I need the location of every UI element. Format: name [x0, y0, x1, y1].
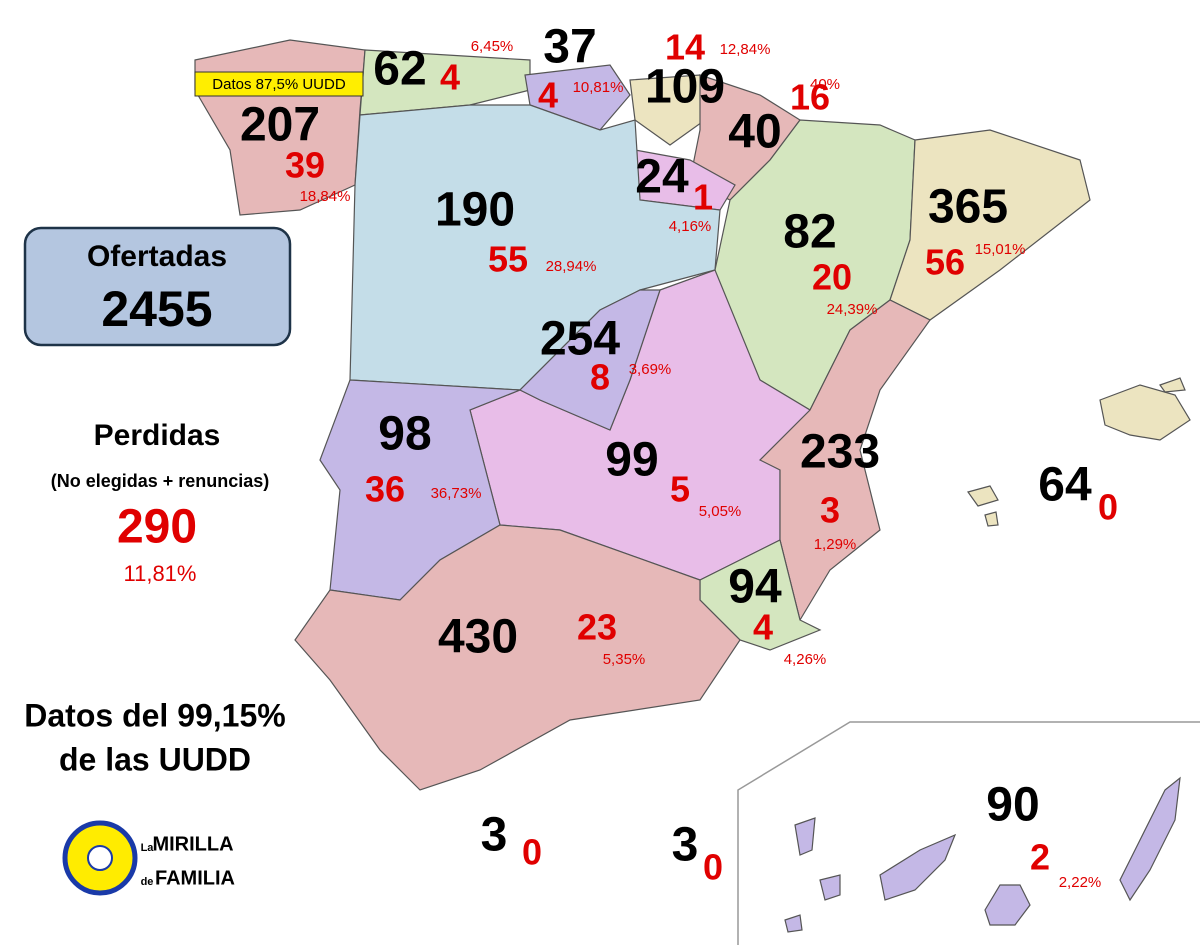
lost-pct: 10,81%	[573, 79, 624, 96]
lost-pct: 1,29%	[814, 536, 857, 553]
island-shape	[1099, 384, 1191, 441]
region-shape	[294, 524, 741, 791]
offered-value: 24	[635, 151, 689, 204]
logo: La MIRILLA de FAMILIA	[62, 820, 235, 896]
lost-pct: 4,26%	[784, 651, 827, 668]
island-shape	[1159, 377, 1186, 393]
offered-label: Ofertadas	[87, 240, 227, 273]
lost-value: 8	[590, 357, 610, 398]
offered-value: 365	[928, 181, 1008, 234]
region-shape	[758, 299, 931, 622]
logo-eye	[87, 845, 113, 871]
coverage-line: de las UUDD	[59, 741, 251, 777]
offered-total: 2455	[101, 281, 212, 337]
lost-value: 3	[820, 490, 840, 531]
lost-value: 0	[522, 832, 542, 873]
lost-pct: 24,39%	[827, 301, 878, 318]
island-shape	[1119, 776, 1181, 902]
logo-text: de	[141, 876, 154, 888]
offered-value: 94	[728, 561, 782, 614]
lost-pct: 28,94%	[546, 258, 597, 275]
offered-value: 3	[672, 819, 699, 872]
logo-text: La	[141, 842, 155, 854]
region-shape	[889, 129, 1091, 321]
lost-value: 2	[1030, 837, 1050, 878]
lost-pct: 11,81%	[124, 561, 197, 586]
lost-pct: 2,22%	[1059, 874, 1102, 891]
lost-value: 4	[440, 57, 460, 98]
offered-value: 64	[1038, 459, 1092, 512]
note-box	[194, 71, 364, 97]
lost-value: 39	[285, 145, 325, 186]
island-shape	[984, 511, 999, 527]
offered-value: 62	[373, 43, 426, 96]
logo-text: MIRILLA	[152, 833, 233, 855]
lost-pct: 5,35%	[603, 651, 646, 668]
lost-value: 20	[812, 257, 852, 298]
region-shape	[359, 49, 531, 116]
lost-value: 4	[538, 75, 558, 116]
island-shape	[984, 884, 1031, 926]
lost-value: 4	[753, 607, 773, 648]
region-shape	[629, 74, 706, 146]
island-shape	[879, 833, 957, 901]
lost-pct: 36,73%	[431, 485, 482, 502]
lost-label: Perdidas	[94, 419, 221, 452]
island-shape	[967, 485, 999, 507]
lost-pct: 12,84%	[720, 41, 771, 58]
note: Datos 87,5% UUDD	[212, 76, 346, 93]
lost-pct: 40%	[810, 76, 840, 93]
lost-value: 56	[925, 242, 965, 283]
logo-text: FAMILIA	[155, 867, 235, 889]
offered-value: 82	[783, 206, 836, 259]
lost-value: 55	[488, 239, 528, 280]
lost-value: 5	[670, 469, 690, 510]
lost-pct: 18,84%	[300, 188, 351, 205]
island-shape	[784, 914, 803, 933]
lost-pct: 3,69%	[629, 361, 672, 378]
offered-value: 37	[543, 21, 596, 74]
offered-value: 98	[378, 408, 431, 461]
lost-value: 23	[577, 607, 617, 648]
canary-inset	[737, 721, 1200, 945]
lost-pct: 4,16%	[669, 218, 712, 235]
offered-value: 90	[986, 779, 1039, 832]
offered-value: 207	[240, 99, 320, 152]
lost-pct: 5,05%	[699, 503, 742, 520]
lost-value: 36	[365, 469, 405, 510]
inset-frame	[737, 721, 1200, 945]
offered-value: 430	[438, 611, 518, 664]
region-shape	[524, 64, 631, 131]
lost-pct: 15,01%	[975, 241, 1026, 258]
lost-value: 0	[703, 847, 723, 888]
offered-value: 233	[800, 426, 880, 479]
offered-box	[23, 226, 292, 347]
offered-value: 190	[435, 184, 515, 237]
regions	[194, 39, 1191, 791]
summary: Ofertadas 2455 Perdidas (No elegidas + r…	[23, 226, 292, 777]
lost-note: (No elegidas + renuncias)	[51, 471, 270, 491]
region-shape	[518, 289, 661, 431]
offered-value: 109	[645, 61, 725, 114]
island-shape	[794, 817, 816, 856]
offered-value: 99	[605, 434, 658, 487]
coverage-line: Datos del 99,15%	[24, 697, 285, 733]
offered-value: 254	[540, 313, 620, 366]
lost-value: 0	[1098, 487, 1118, 528]
lost-value: 1	[693, 177, 713, 218]
lost-pct: 6,45%	[471, 38, 514, 55]
offered-value: 3	[481, 809, 508, 862]
lost-total: 290	[117, 501, 197, 554]
island-shape	[819, 874, 841, 901]
lost-value: 16	[790, 77, 830, 118]
lost-value: 14	[665, 27, 705, 68]
offered-value: 40	[728, 106, 781, 159]
